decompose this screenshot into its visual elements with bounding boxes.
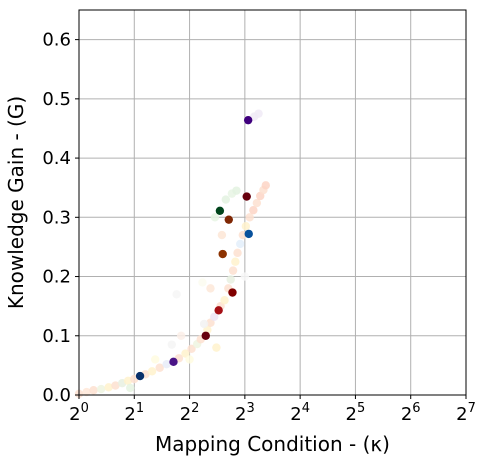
background-point: [151, 355, 160, 364]
background-point: [236, 239, 245, 249]
y-tick-label: 0.0: [42, 385, 71, 406]
data-point: [169, 357, 178, 367]
background-point: [167, 340, 176, 349]
data-point: [201, 331, 210, 340]
background-point: [96, 384, 106, 394]
y-tick-label: 0.3: [42, 207, 71, 228]
data-point: [242, 192, 251, 201]
y-tick-label: 0.6: [42, 30, 71, 51]
background-point: [221, 195, 231, 204]
y-axis-ticks: 0.0 0.1 0.2 0.3 0.4 0.5 0.6: [42, 30, 79, 406]
data-point: [135, 371, 145, 381]
background-point: [254, 109, 263, 118]
y-tick-label: 0.1: [42, 326, 71, 347]
background-point: [198, 278, 207, 287]
highlighted-points: [135, 115, 253, 381]
x-tick-label: 26: [401, 401, 421, 425]
background-point: [199, 319, 209, 329]
x-tick-label: 22: [180, 401, 200, 425]
y-tick-label: 0.4: [42, 148, 71, 169]
background-point: [228, 266, 238, 275]
background-point: [217, 230, 227, 240]
background-point: [89, 386, 98, 395]
y-tick-label: 0.5: [42, 89, 71, 110]
y-axis-title: Knowledge Gain - (G): [4, 96, 28, 309]
background-point: [185, 355, 194, 364]
background-point: [210, 213, 220, 222]
background-point: [240, 272, 250, 281]
x-tick-label: 20: [69, 401, 89, 425]
background-point: [125, 383, 135, 393]
y-tick-label: 0.2: [42, 267, 71, 288]
data-point: [214, 306, 223, 315]
background-point-cloud: [74, 109, 270, 399]
data-point: [244, 229, 253, 239]
x-tick-label: 23: [235, 401, 255, 425]
plot-area-frame: [78, 9, 467, 396]
x-axis-ticks: 20 21 22 23 24 25 26 27: [69, 395, 476, 425]
background-point: [147, 367, 157, 376]
background-point: [226, 275, 235, 284]
background-point: [206, 284, 215, 293]
background-point: [162, 360, 171, 369]
background-point: [210, 312, 219, 322]
data-point: [243, 115, 253, 125]
x-tick-label: 21: [124, 401, 144, 425]
x-tick-label: 25: [346, 401, 366, 425]
background-point: [172, 290, 181, 299]
background-point: [231, 257, 240, 266]
background-point: [176, 331, 186, 340]
background-point: [212, 343, 221, 352]
background-point: [232, 186, 241, 195]
background-point: [233, 248, 242, 258]
x-tick-label: 27: [456, 401, 476, 425]
background-point: [261, 181, 270, 190]
background-point: [181, 349, 190, 358]
background-point: [104, 383, 113, 392]
data-point: [215, 206, 225, 215]
background-point: [82, 387, 91, 397]
background-point: [245, 213, 254, 222]
data-point: [224, 215, 233, 224]
data-point: [218, 249, 227, 259]
background-point: [241, 221, 251, 231]
background-point: [187, 344, 196, 353]
data-point: [228, 288, 237, 297]
x-tick-label: 24: [290, 401, 310, 425]
background-point: [252, 198, 262, 208]
background-point: [155, 363, 164, 372]
background-point: [249, 206, 258, 215]
x-axis-title: Mapping Condition - (κ): [155, 432, 390, 456]
background-point: [220, 296, 229, 305]
background-point: [111, 381, 120, 390]
